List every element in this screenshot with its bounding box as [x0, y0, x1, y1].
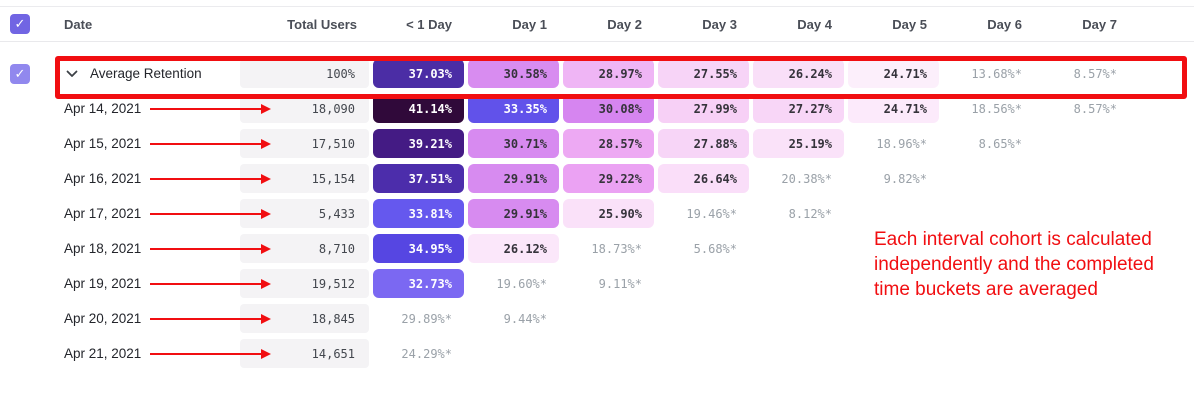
column-header-day-7: Day 7 [1082, 16, 1117, 32]
date-label: Apr 20, 2021 [64, 311, 142, 326]
column-header-day-6: Day 6 [987, 16, 1022, 32]
annotation-arrow [150, 138, 271, 149]
date-cell: Apr 20, 2021 [56, 304, 240, 333]
column-header-day-3: Day 3 [702, 16, 737, 32]
cohort-row: Apr 21, 2021 14,651 24.29%* [0, 336, 1194, 371]
annotation-arrow [150, 348, 271, 359]
column-header-day-4: Day 4 [797, 16, 832, 32]
cohort-row: Apr 20, 2021 18,845 29.89%* 9.44%* [0, 301, 1194, 336]
retention-cell[interactable]: 9.82%* [883, 171, 927, 186]
total-users-cell: 18,845 [240, 304, 369, 333]
date-cell: Apr 14, 2021 [56, 94, 240, 123]
retention-cell[interactable]: 26.24% [753, 59, 844, 88]
retention-cell[interactable]: 30.08% [563, 94, 654, 123]
retention-cell[interactable]: 8.65%* [978, 136, 1022, 151]
retention-cell[interactable]: 9.44%* [503, 311, 547, 326]
retention-cell[interactable]: 20.38%* [781, 171, 832, 186]
column-header-total-users: Total Users [287, 16, 357, 32]
retention-cell[interactable]: 19.60%* [496, 276, 547, 291]
retention-cell[interactable]: 33.81% [373, 199, 464, 228]
annotation-arrow [150, 173, 271, 184]
cohort-row: Apr 17, 2021 5,433 33.81% 29.91% 25.90% 19.46… [0, 196, 1194, 231]
retention-cell[interactable]: 24.29%* [401, 346, 452, 361]
retention-cell[interactable]: 24.71% [848, 59, 939, 88]
chevron-down-icon[interactable] [64, 66, 80, 82]
average-retention-label-cell: Average Retention [56, 59, 240, 88]
cohort-row: Apr 14, 2021 18,090 41.14% 33.35% 30.08% 27.9… [0, 91, 1194, 126]
column-header-day-2: Day 2 [607, 16, 642, 32]
retention-cell[interactable]: 13.68%* [971, 66, 1022, 81]
select-all-checkbox[interactable]: ✓ [10, 14, 30, 34]
retention-cell[interactable]: 29.91% [468, 164, 559, 193]
average-retention-label: Average Retention [90, 66, 202, 81]
retention-cell[interactable]: 28.97% [563, 59, 654, 88]
retention-cell[interactable]: 26.64% [658, 164, 749, 193]
date-label: Apr 19, 2021 [64, 276, 142, 291]
retention-cell[interactable]: 37.51% [373, 164, 464, 193]
column-header--1-day: < 1 Day [406, 16, 452, 32]
cohort-row: Apr 19, 2021 19,512 32.73% 19.60%* 9.11%* [0, 266, 1194, 301]
retention-cell[interactable]: 24.71% [848, 94, 939, 123]
cohort-row: Apr 18, 2021 8,710 34.95% 26.12% 18.73%* 5.68… [0, 231, 1194, 266]
date-label: Apr 21, 2021 [64, 346, 142, 361]
average-row-checkbox[interactable]: ✓ [10, 63, 30, 84]
date-cell: Apr 17, 2021 [56, 199, 240, 228]
retention-cell[interactable]: 27.55% [658, 59, 749, 88]
retention-cell[interactable]: 30.71% [468, 129, 559, 158]
retention-cell[interactable]: 27.99% [658, 94, 749, 123]
date-cell: Apr 19, 2021 [56, 269, 240, 298]
retention-cell[interactable]: 8.12%* [788, 206, 832, 221]
retention-cell[interactable]: 18.96%* [876, 136, 927, 151]
table-header-row: ✓ Date Total Users < 1 Day Day 1 Day 2 Day 3 D… [0, 6, 1194, 42]
total-users-cell: 100% [240, 59, 369, 88]
annotation-arrow [150, 278, 271, 289]
retention-cell[interactable]: 34.95% [373, 234, 464, 263]
retention-cell[interactable]: 27.27% [753, 94, 844, 123]
retention-cell[interactable]: 28.57% [563, 129, 654, 158]
retention-cell[interactable]: 33.35% [468, 94, 559, 123]
table-body: ✓ Average Retention 100% 37.03% 30.58% 28.97%… [0, 42, 1194, 371]
annotation-text: Each interval cohort is calculated indep… [874, 229, 1154, 301]
retention-cell[interactable]: 18.73%* [591, 241, 642, 256]
retention-cell[interactable]: 32.73% [373, 269, 464, 298]
retention-cell[interactable]: 39.21% [373, 129, 464, 158]
row-checkbox-slot: ✓ [10, 63, 56, 84]
retention-cell[interactable]: 19.46%* [686, 206, 737, 221]
column-header-day-5: Day 5 [892, 16, 927, 32]
annotation-arrow [150, 313, 271, 324]
retention-cell[interactable]: 9.11%* [598, 276, 642, 291]
date-label: Apr 17, 2021 [64, 206, 142, 221]
date-cell: Apr 16, 2021 [56, 164, 240, 193]
date-label: Apr 16, 2021 [64, 171, 142, 186]
retention-cell[interactable]: 37.03% [373, 59, 464, 88]
retention-cell[interactable]: 8.57%* [1073, 66, 1117, 81]
retention-cell[interactable]: 41.14% [373, 94, 464, 123]
date-cell: Apr 21, 2021 [56, 339, 240, 368]
retention-cell[interactable]: 25.90% [563, 199, 654, 228]
cohort-row: Apr 16, 2021 15,154 37.51% 29.91% 29.22% 26.6… [0, 161, 1194, 196]
retention-cell[interactable]: 5.68%* [693, 241, 737, 256]
annotation-arrow [150, 208, 271, 219]
annotation-arrow [150, 243, 271, 254]
date-label: Apr 14, 2021 [64, 101, 142, 116]
column-header-date: Date [64, 16, 93, 32]
annotation-arrow [150, 103, 271, 114]
retention-cell[interactable]: 8.57%* [1073, 101, 1117, 116]
retention-cell[interactable]: 25.19% [753, 129, 844, 158]
retention-cell[interactable]: 29.91% [468, 199, 559, 228]
retention-cell[interactable]: 29.22% [563, 164, 654, 193]
date-cell: Apr 18, 2021 [56, 234, 240, 263]
retention-cell[interactable]: 27.88% [658, 129, 749, 158]
retention-cell[interactable]: 18.56%* [971, 101, 1022, 116]
retention-cell[interactable]: 26.12% [468, 234, 559, 263]
date-cell: Apr 15, 2021 [56, 129, 240, 158]
cohort-row: Apr 15, 2021 17,510 39.21% 30.71% 28.57% 27.8… [0, 126, 1194, 161]
column-header-day-1: Day 1 [512, 16, 547, 32]
retention-cell[interactable]: 30.58% [468, 59, 559, 88]
retention-cell[interactable]: 29.89%* [401, 311, 452, 326]
average-retention-row: ✓ Average Retention 100% 37.03% 30.58% 28.97%… [0, 56, 1194, 91]
date-label: Apr 18, 2021 [64, 241, 142, 256]
date-label: Apr 15, 2021 [64, 136, 142, 151]
